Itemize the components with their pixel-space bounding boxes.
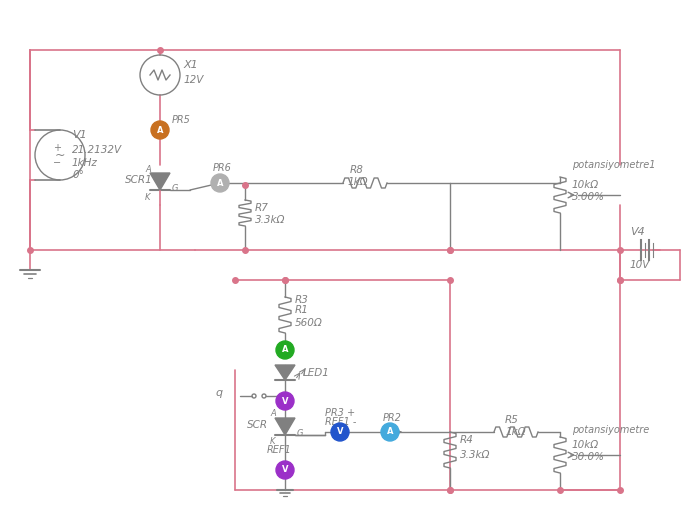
Polygon shape xyxy=(275,418,295,435)
Circle shape xyxy=(276,392,294,410)
Text: SCR: SCR xyxy=(247,420,268,430)
Text: V1: V1 xyxy=(72,130,87,140)
Text: A: A xyxy=(145,164,151,174)
Text: 0°: 0° xyxy=(72,170,84,180)
Circle shape xyxy=(276,461,294,479)
Text: PR2: PR2 xyxy=(383,413,402,423)
Text: R5: R5 xyxy=(505,415,519,425)
Text: potansiyometre: potansiyometre xyxy=(572,425,649,435)
Text: K: K xyxy=(145,192,150,202)
Text: A: A xyxy=(270,410,276,418)
Polygon shape xyxy=(275,365,295,380)
Circle shape xyxy=(331,423,349,441)
Text: G: G xyxy=(297,429,304,438)
Text: q: q xyxy=(215,388,222,398)
Polygon shape xyxy=(150,173,170,190)
Circle shape xyxy=(381,423,399,441)
Text: 3.3kΩ: 3.3kΩ xyxy=(255,215,285,225)
Text: R3: R3 xyxy=(295,295,309,305)
Text: R4: R4 xyxy=(460,435,474,445)
Text: 21.2132V: 21.2132V xyxy=(72,145,122,155)
Text: A: A xyxy=(387,428,393,437)
Text: V: V xyxy=(282,466,289,474)
Text: LED1: LED1 xyxy=(303,368,330,378)
Text: ~: ~ xyxy=(55,149,65,161)
Circle shape xyxy=(211,174,229,192)
Text: R1: R1 xyxy=(295,305,309,315)
Circle shape xyxy=(276,341,294,359)
Text: V: V xyxy=(282,397,289,406)
Text: V: V xyxy=(337,428,344,437)
Text: potansiyometre1: potansiyometre1 xyxy=(572,160,655,170)
Text: PR3 +: PR3 + xyxy=(325,408,355,418)
Text: 10V: 10V xyxy=(630,260,651,270)
Text: A: A xyxy=(217,179,223,187)
Text: SCR1: SCR1 xyxy=(125,175,153,185)
Text: X1: X1 xyxy=(183,60,198,70)
Text: PR6: PR6 xyxy=(213,163,232,173)
Text: REF1 -: REF1 - xyxy=(325,417,357,427)
Text: +: + xyxy=(53,143,61,153)
Text: G: G xyxy=(172,184,179,192)
Text: K: K xyxy=(270,438,275,446)
Text: REF1: REF1 xyxy=(267,445,292,455)
Text: 3.3kΩ: 3.3kΩ xyxy=(460,450,491,460)
Text: 560Ω: 560Ω xyxy=(295,318,323,328)
Text: R8: R8 xyxy=(350,165,364,175)
Text: PR5: PR5 xyxy=(172,115,191,125)
Text: 12V: 12V xyxy=(183,75,203,85)
Text: A: A xyxy=(282,346,289,354)
Text: V4: V4 xyxy=(630,227,645,237)
Text: 10kΩ: 10kΩ xyxy=(572,440,599,450)
Text: 1kHz: 1kHz xyxy=(72,158,98,168)
Text: 1kΩ: 1kΩ xyxy=(505,427,526,437)
Text: 1kΩ: 1kΩ xyxy=(348,177,368,187)
Text: 3.00%: 3.00% xyxy=(572,192,605,202)
Text: −: − xyxy=(53,158,61,168)
Text: R7: R7 xyxy=(255,203,269,213)
Text: 10kΩ: 10kΩ xyxy=(572,180,599,190)
Text: A: A xyxy=(157,126,164,134)
Circle shape xyxy=(151,121,169,139)
Text: 30.0%: 30.0% xyxy=(572,452,605,462)
